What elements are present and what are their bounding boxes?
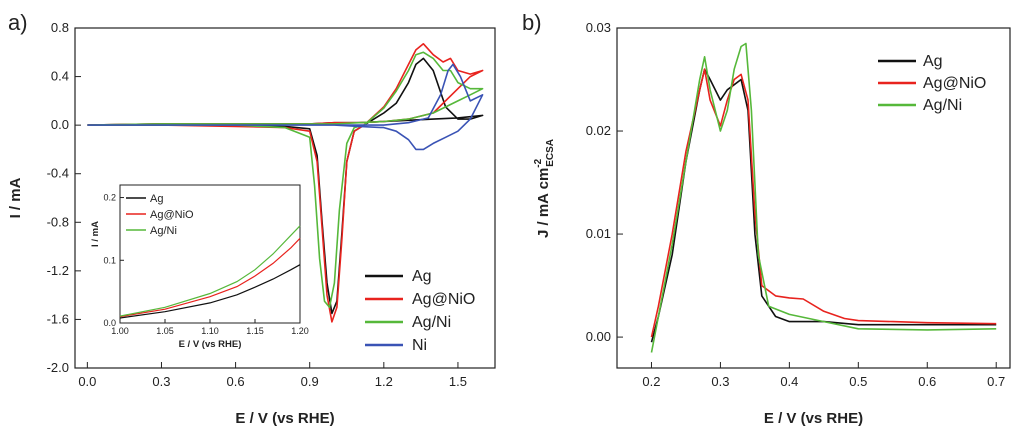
panel-b-xtick-label: 0.4	[780, 374, 798, 389]
panel-a-frame	[74, 27, 496, 369]
panel-a-ytick-label: -0.8	[47, 214, 69, 229]
panel-b-frame	[616, 27, 1011, 369]
panel-b-ytick-label: 0.01	[586, 226, 611, 241]
panel-b-legend-label: Ag	[923, 53, 943, 70]
panel-b-xtick-label: 0.3	[711, 374, 729, 389]
panel-a-xlabel: E / V (vs RHE)	[235, 410, 334, 427]
panel-a-xtick-label: 0.9	[301, 374, 319, 389]
panel-b-legend-label: Ag@NiO	[923, 75, 986, 92]
inset-frame	[119, 184, 301, 324]
inset-series-ag-ni	[119, 225, 301, 317]
inset-xlabel: E / V (vs RHE)	[179, 339, 242, 350]
inset-legend-label: Ag	[150, 193, 163, 205]
panel-a-xtick-label: 1.5	[449, 374, 467, 389]
panel-a-series-ag-ni	[87, 51, 484, 309]
panel-a: a) 0.0 0.3 0.6 0.9 1.2 1.5 -2.0 -1.6 -1.2 -0.8 -0.4…	[7, 10, 496, 427]
panel-a-ytick-label: -1.2	[47, 263, 69, 278]
inset-ytick-label: 0.0	[103, 318, 116, 328]
panel-b-series-ag-ni	[650, 42, 997, 353]
panel-b-ylabel-sup: -2	[533, 158, 544, 167]
panel-b-ytick-label: 0.02	[586, 123, 611, 138]
inset-legend-label: Ag@NiO	[150, 209, 194, 221]
panel-a-ytick-label: 0.4	[51, 69, 69, 84]
panel-b-ytick-label: 0.00	[586, 329, 611, 344]
panel-a-xtick-label: 1.2	[375, 374, 393, 389]
inset-xtick-label: 1.05	[156, 326, 174, 336]
panel-a-ytick-label: 0.0	[51, 117, 69, 132]
panel-a-label: a)	[8, 10, 28, 35]
panel-b-xtick-label: 0.6	[918, 374, 936, 389]
inset-xtick-label: 1.20	[291, 326, 309, 336]
panel-a-xtick-label: 0.0	[78, 374, 96, 389]
inset-xtick-label: 1.00	[111, 326, 129, 336]
panel-b-legend-label: Ag/Ni	[923, 97, 962, 114]
panel-a-legend-label: Ag	[412, 268, 432, 285]
inset-legend-label: Ag/Ni	[150, 225, 177, 237]
panel-a-xtick-label: 0.3	[152, 374, 170, 389]
panel-a-ytick-label: -0.4	[47, 166, 69, 181]
panel-a-legend-label: Ag/Ni	[412, 314, 451, 331]
panel-b: b) 0.2 0.3 0.4 0.5 0.6 0.7 0.00 0.01 0.02 0.03 E / …	[522, 10, 1011, 427]
panel-b-xlabel: E / V (vs RHE)	[764, 410, 863, 427]
panel-a-ylabel: I / mA	[7, 177, 24, 218]
panel-a-xtick-label: 0.6	[227, 374, 245, 389]
panel-a-ytick-label: -2.0	[47, 360, 69, 375]
panel-b-ylabel-sub: ECSA	[545, 139, 556, 167]
panel-b-ylabel: J / mA cm-2ECSA	[533, 139, 556, 238]
panel-b-label: b)	[522, 10, 542, 35]
inset-xtick-label: 1.10	[201, 326, 219, 336]
inset-chart: 1.00 1.05 1.10 1.15 1.20 0.0 0.1 0.2 E / V (vs R…	[90, 184, 309, 350]
panel-b-xtick-label: 0.5	[849, 374, 867, 389]
panel-b-xtick-label: 0.7	[987, 374, 1005, 389]
panel-b-xtick-label: 0.2	[642, 374, 660, 389]
inset-series-ag-nio	[119, 237, 301, 318]
panel-b-ylabel-main: J / mA cm	[535, 168, 552, 238]
panel-a-series-ni	[87, 63, 484, 151]
inset-ytick-label: 0.1	[103, 255, 116, 265]
panel-a-ytick-label: 0.8	[51, 20, 69, 35]
inset-xtick-label: 1.15	[246, 326, 264, 336]
inset-ylabel: I / mA	[90, 221, 101, 247]
panel-a-legend-label: Ag@NiO	[412, 291, 475, 308]
panel-a-legend-label: Ni	[412, 337, 427, 354]
inset-series-ag	[119, 264, 301, 319]
panel-b-ytick-label: 0.03	[586, 20, 611, 35]
inset-ytick-label: 0.2	[103, 193, 116, 203]
panel-a-ytick-label: -1.6	[47, 311, 69, 326]
